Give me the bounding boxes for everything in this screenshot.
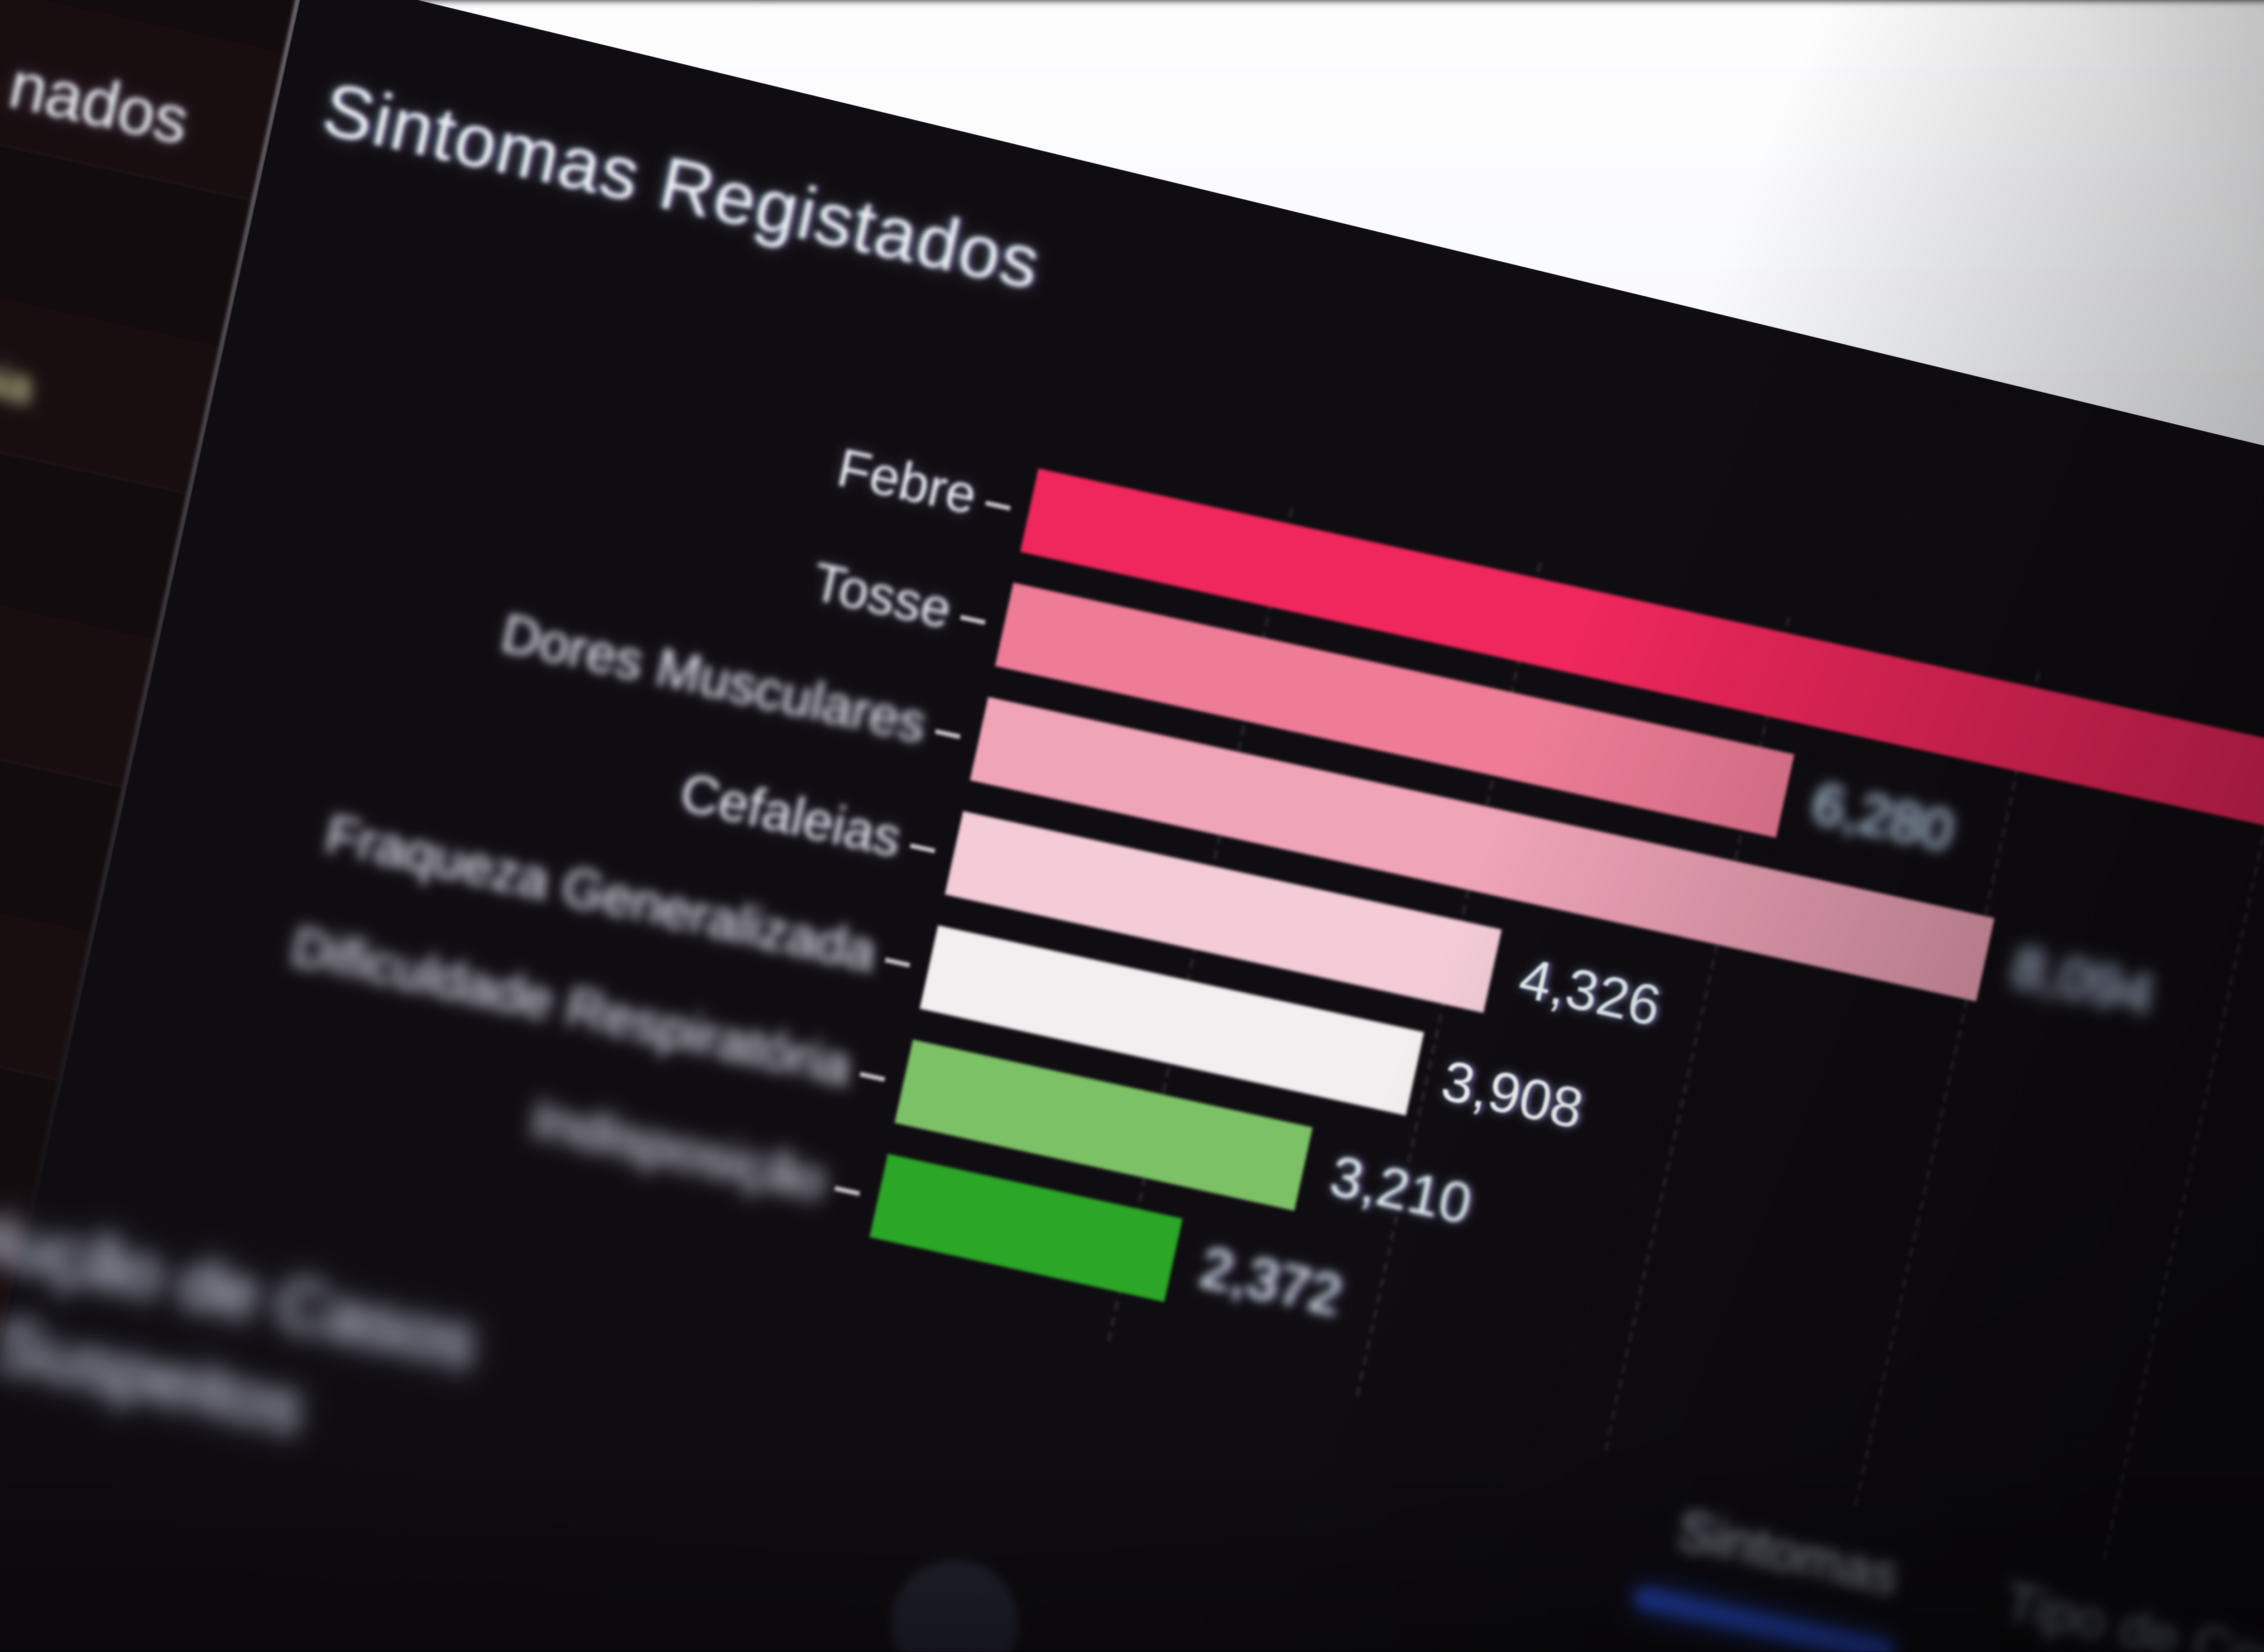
value-label: 3,908 (1436, 1047, 1589, 1142)
axis-tick (935, 729, 961, 740)
axis-tick (960, 615, 986, 625)
axis-tick (859, 1071, 885, 1082)
axis-tick (985, 500, 1011, 511)
value-label: 2,372 (1194, 1234, 1348, 1328)
value-label: 3,210 (1324, 1143, 1477, 1237)
axis-tick (910, 843, 935, 854)
axis-tick (834, 1186, 860, 1196)
value-label: 6,280 (1806, 769, 1959, 864)
axis-tick (884, 957, 911, 968)
value-label: 8,094 (2006, 933, 2159, 1028)
sidebar-item-partial[interactable]: nados (3, 47, 196, 158)
sidebar-item-gaia[interactable]: e Gaia (0, 336, 37, 414)
value-label: 4,326 (1513, 945, 1667, 1039)
